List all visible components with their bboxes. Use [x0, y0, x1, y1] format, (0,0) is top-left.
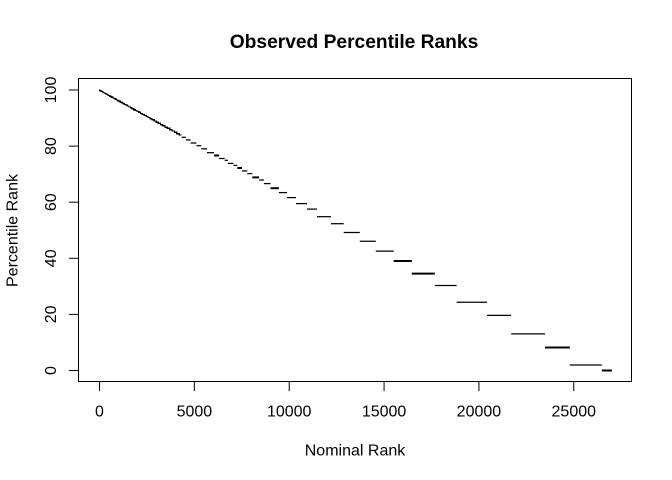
svg-text:Nominal Rank: Nominal Rank [305, 443, 406, 460]
svg-text:20000: 20000 [457, 404, 502, 421]
svg-text:Observed Percentile Ranks: Observed Percentile Ranks [230, 32, 479, 53]
svg-text:60: 60 [43, 193, 60, 211]
svg-text:40: 40 [43, 249, 60, 267]
svg-text:100: 100 [43, 77, 60, 104]
svg-text:0: 0 [43, 366, 60, 375]
svg-text:Percentile Rank: Percentile Rank [4, 173, 21, 287]
svg-text:0: 0 [95, 404, 104, 421]
svg-text:10000: 10000 [267, 404, 312, 421]
svg-text:15000: 15000 [362, 404, 407, 421]
svg-text:25000: 25000 [552, 404, 597, 421]
svg-text:5000: 5000 [177, 404, 213, 421]
svg-text:80: 80 [43, 137, 60, 155]
svg-text:20: 20 [43, 305, 60, 323]
